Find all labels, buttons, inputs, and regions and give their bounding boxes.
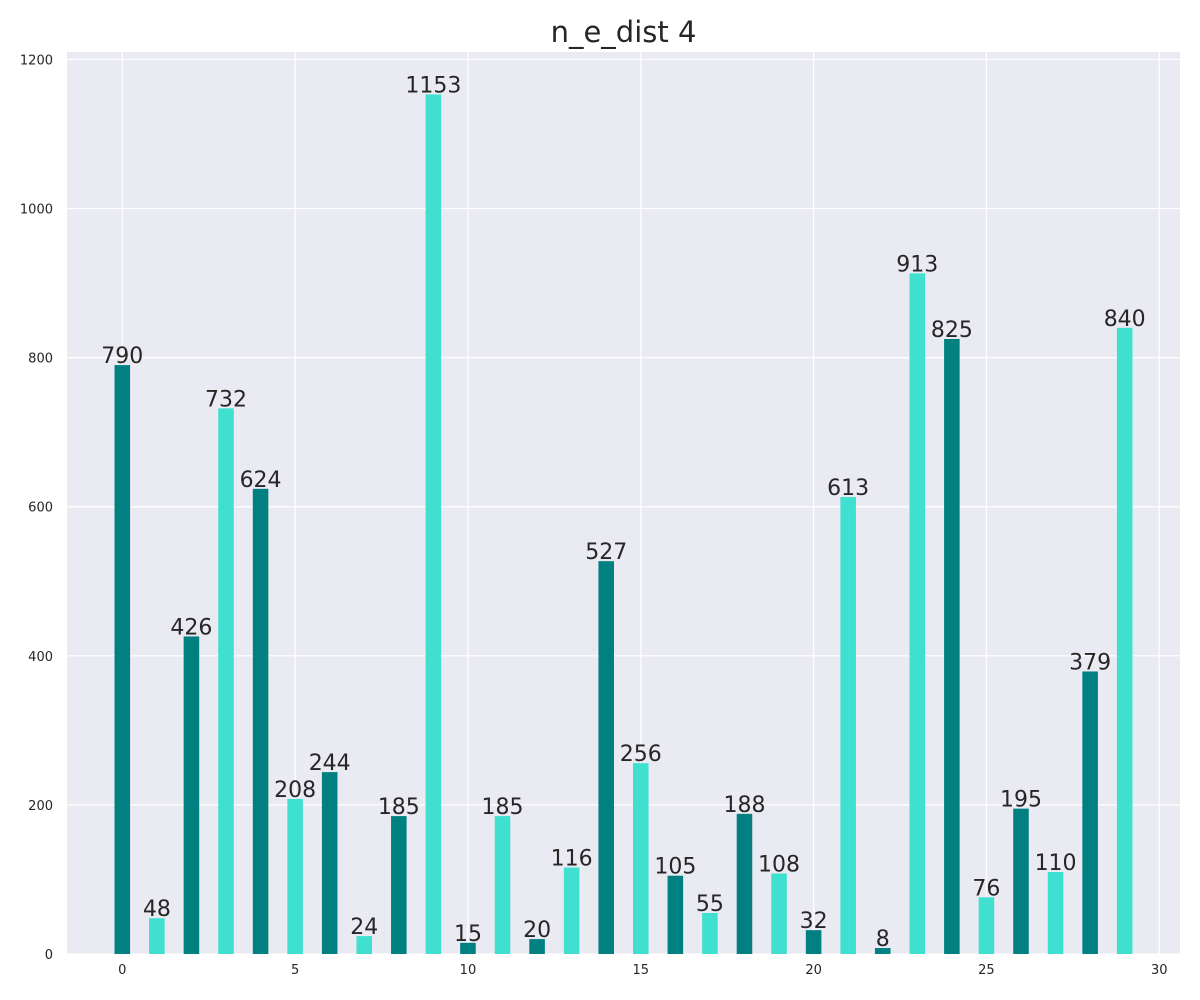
data-label: 256 [620,742,662,767]
bar [425,94,442,954]
bar [391,816,407,954]
data-label: 624 [240,468,282,493]
data-label: 15 [454,922,482,947]
y-tick-label: 600 [28,501,53,516]
bar [978,897,995,954]
x-tick-label: 0 [118,963,126,978]
data-label: 527 [585,540,627,565]
data-label: 32 [800,909,828,934]
bar [1082,671,1098,954]
bar [321,772,338,954]
data-label: 76 [972,876,1000,901]
bar [598,561,614,954]
bar [1116,327,1133,954]
data-label: 105 [654,855,696,880]
data-label: 24 [350,915,378,940]
data-label: 188 [723,793,765,818]
data-label: 790 [101,344,143,369]
bar [356,936,373,954]
plot-area [67,52,1180,954]
bar [840,497,856,954]
y-tick-label: 0 [45,948,53,963]
bar [736,813,753,954]
x-axis-ticks: 0 5 10 15 20 25 30 [118,963,1167,978]
data-label: 8 [876,927,890,952]
bars [114,94,1133,954]
bar [494,816,511,954]
bar [149,918,165,954]
y-tick-label: 800 [28,352,53,367]
chart-title: n_e_dist 4 [551,15,697,49]
bar [287,798,303,954]
bar [252,488,269,954]
data-label: 48 [143,897,171,922]
y-tick-label: 1200 [20,53,53,68]
x-tick-label: 10 [460,963,477,978]
data-label: 110 [1035,851,1077,876]
data-label: 244 [309,751,351,776]
data-label: 116 [551,847,593,872]
y-axis-ticks: 0 200 400 600 800 1000 1200 [20,53,53,963]
x-tick-label: 20 [805,963,822,978]
grid-lines [67,52,1180,955]
x-tick-label: 25 [978,963,995,978]
y-tick-label: 400 [28,650,53,665]
bar [909,273,926,954]
data-label: 20 [523,918,551,943]
bar [1047,872,1064,954]
x-tick-label: 5 [291,963,299,978]
data-label: 426 [170,615,212,640]
bar [944,339,960,954]
bar [874,948,891,954]
data-label: 732 [205,387,247,412]
data-label: 1153 [405,73,461,98]
bar [563,867,580,954]
bar [702,913,718,954]
bar [805,930,822,954]
bar [114,365,131,954]
bar [771,873,787,954]
bar [529,939,545,954]
data-label: 55 [696,892,724,917]
data-label: 185 [378,795,420,820]
bar [460,942,476,954]
bar [1013,808,1029,954]
data-label: 208 [274,778,316,803]
bar [667,875,684,954]
data-label: 613 [827,476,869,501]
data-label: 108 [758,852,800,877]
data-label: 195 [1000,788,1042,813]
bar [183,636,200,954]
data-label: 913 [896,252,938,277]
y-tick-label: 1000 [20,203,53,218]
x-tick-label: 15 [633,963,650,978]
data-label: 379 [1069,650,1111,675]
data-label: 840 [1104,307,1146,332]
data-label: 825 [931,318,973,343]
x-tick-label: 30 [1151,963,1168,978]
bar [633,763,649,954]
bar [218,408,234,954]
data-label: 185 [482,795,524,820]
y-tick-label: 200 [28,799,53,814]
